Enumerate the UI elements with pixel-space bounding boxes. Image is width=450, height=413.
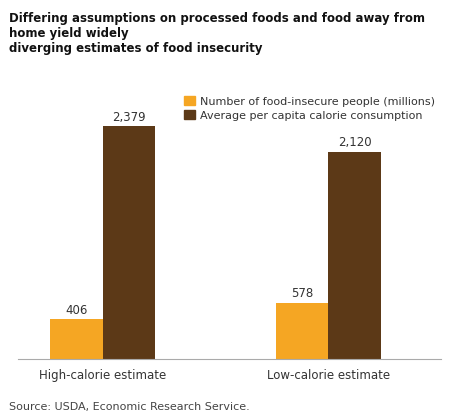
Bar bbox=[328, 152, 381, 359]
Legend: Number of food-insecure people (millions), Average per capita calorie consumptio: Number of food-insecure people (millions… bbox=[184, 96, 436, 121]
Bar bbox=[50, 320, 103, 359]
Text: 2,120: 2,120 bbox=[338, 136, 371, 149]
Text: 2,379: 2,379 bbox=[112, 111, 146, 123]
Text: 578: 578 bbox=[291, 287, 313, 299]
Bar bbox=[103, 127, 155, 359]
Bar bbox=[275, 303, 328, 359]
Text: 406: 406 bbox=[65, 303, 87, 316]
Text: Source: USDA, Economic Research Service.: Source: USDA, Economic Research Service. bbox=[9, 401, 250, 411]
Text: Differing assumptions on processed foods and food away from home yield widely
di: Differing assumptions on processed foods… bbox=[9, 12, 425, 55]
